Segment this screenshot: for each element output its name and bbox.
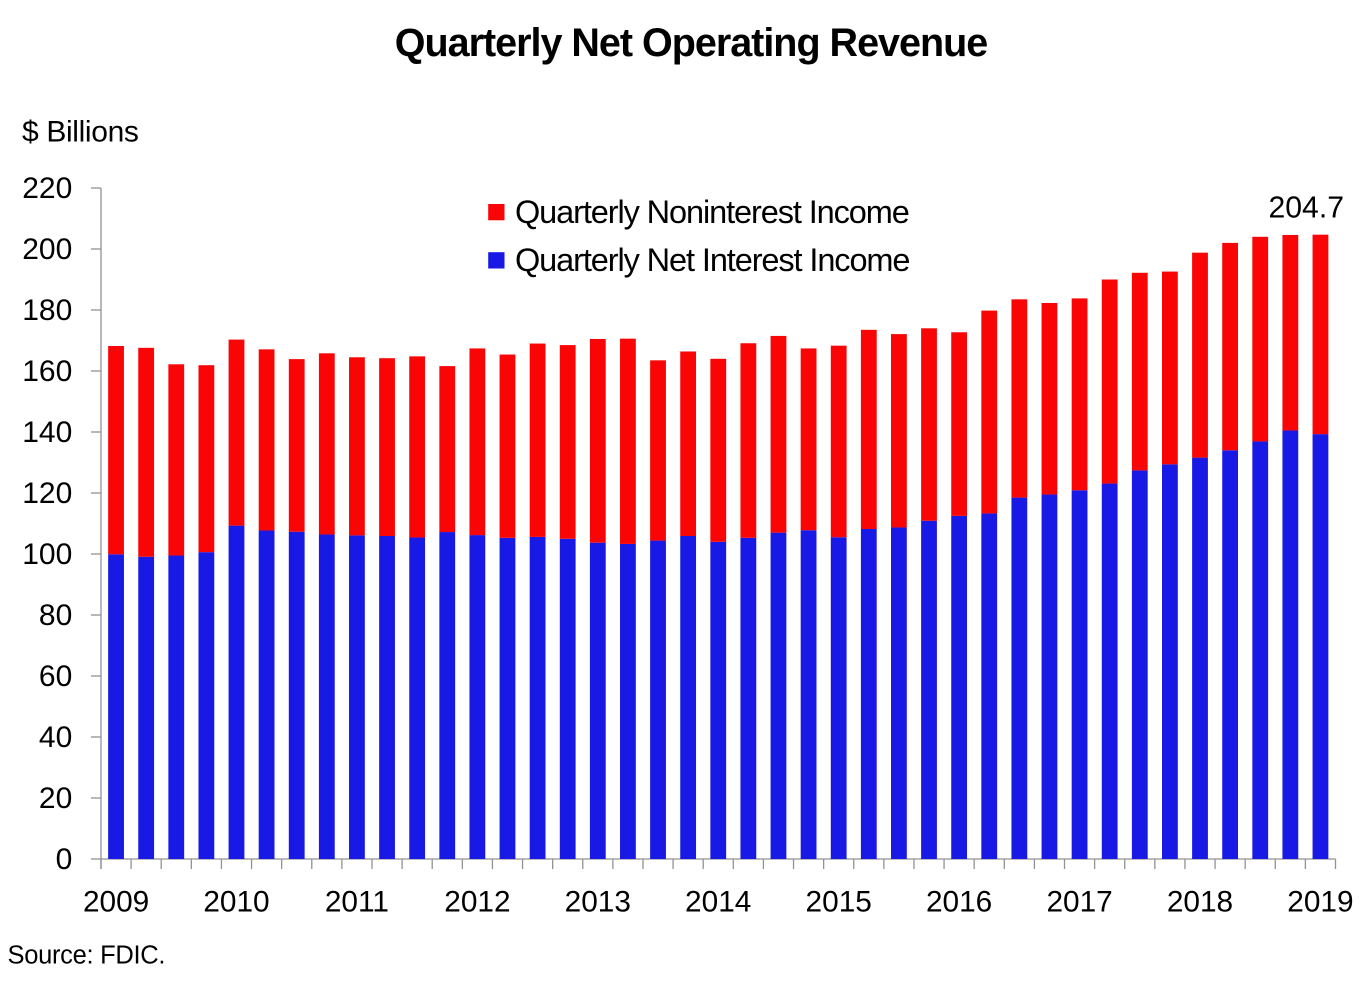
svg-text:204.7: 204.7 — [1268, 191, 1344, 224]
svg-text:220: 220 — [22, 172, 72, 205]
svg-text:2017: 2017 — [1046, 885, 1112, 918]
svg-text:60: 60 — [39, 660, 72, 693]
svg-text:0: 0 — [56, 843, 73, 876]
svg-text:2015: 2015 — [806, 885, 872, 918]
svg-text:Quarterly Noninterest Income: Quarterly Noninterest Income — [515, 194, 909, 230]
svg-text:40: 40 — [39, 721, 72, 754]
svg-text:80: 80 — [39, 599, 72, 632]
svg-text:2012: 2012 — [444, 885, 510, 918]
svg-text:2019: 2019 — [1287, 885, 1353, 918]
svg-text:2010: 2010 — [203, 885, 269, 918]
svg-text:2011: 2011 — [325, 885, 389, 918]
svg-text:160: 160 — [22, 355, 72, 388]
svg-text:Quarterly Net Interest Income: Quarterly Net Interest Income — [515, 242, 909, 278]
svg-text:$ Billions: $ Billions — [22, 116, 139, 149]
svg-text:2016: 2016 — [926, 885, 992, 918]
svg-text:20: 20 — [39, 782, 72, 815]
svg-text:180: 180 — [22, 294, 72, 327]
svg-text:100: 100 — [22, 538, 72, 571]
svg-text:Source: FDIC.: Source: FDIC. — [8, 942, 166, 970]
svg-text:2018: 2018 — [1167, 885, 1233, 918]
svg-text:2014: 2014 — [685, 885, 751, 918]
svg-text:120: 120 — [22, 477, 72, 510]
svg-text:2013: 2013 — [565, 885, 631, 918]
svg-text:Quarterly Net Operating Revenu: Quarterly Net Operating Revenue — [395, 21, 987, 65]
svg-text:140: 140 — [22, 416, 72, 449]
svg-text:2009: 2009 — [83, 885, 149, 918]
svg-text:200: 200 — [22, 233, 72, 266]
